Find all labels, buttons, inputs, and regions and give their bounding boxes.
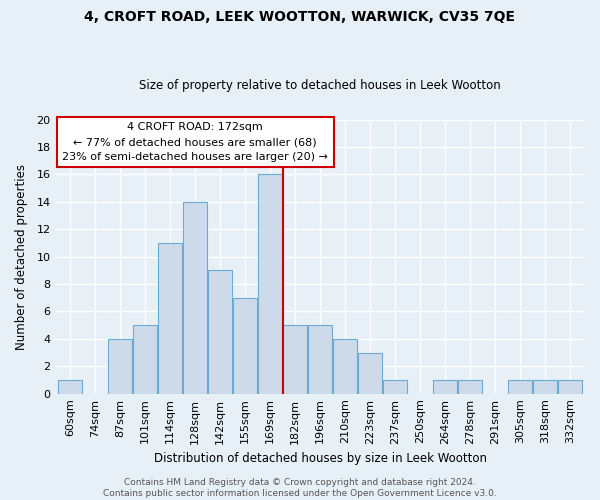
Y-axis label: Number of detached properties: Number of detached properties: [15, 164, 28, 350]
Bar: [508, 380, 532, 394]
Bar: [433, 380, 457, 394]
Bar: [358, 352, 382, 394]
Bar: [308, 325, 332, 394]
Bar: [109, 339, 132, 394]
X-axis label: Distribution of detached houses by size in Leek Wootton: Distribution of detached houses by size …: [154, 452, 487, 465]
Title: Size of property relative to detached houses in Leek Wootton: Size of property relative to detached ho…: [139, 79, 501, 92]
Bar: [133, 325, 157, 394]
Bar: [233, 298, 257, 394]
Bar: [333, 339, 357, 394]
Bar: [558, 380, 582, 394]
Bar: [458, 380, 482, 394]
Bar: [158, 243, 182, 394]
Bar: [259, 174, 282, 394]
Bar: [208, 270, 232, 394]
Bar: [58, 380, 82, 394]
Bar: [383, 380, 407, 394]
Text: Contains HM Land Registry data © Crown copyright and database right 2024.
Contai: Contains HM Land Registry data © Crown c…: [103, 478, 497, 498]
Bar: [533, 380, 557, 394]
Text: 4, CROFT ROAD, LEEK WOOTTON, WARWICK, CV35 7QE: 4, CROFT ROAD, LEEK WOOTTON, WARWICK, CV…: [85, 10, 515, 24]
Bar: [283, 325, 307, 394]
Bar: [184, 202, 207, 394]
Text: 4 CROFT ROAD: 172sqm
← 77% of detached houses are smaller (68)
23% of semi-detac: 4 CROFT ROAD: 172sqm ← 77% of detached h…: [62, 122, 328, 162]
